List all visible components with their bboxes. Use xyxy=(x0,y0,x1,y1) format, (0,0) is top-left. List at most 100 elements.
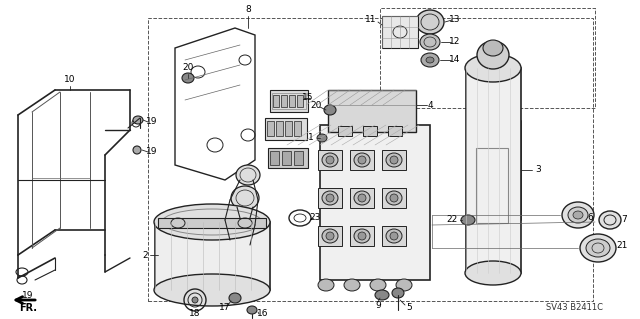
Ellipse shape xyxy=(231,186,259,210)
Ellipse shape xyxy=(465,54,521,82)
Ellipse shape xyxy=(421,53,439,67)
Ellipse shape xyxy=(573,211,583,219)
Bar xyxy=(285,121,292,136)
Bar xyxy=(282,151,291,165)
Ellipse shape xyxy=(229,293,241,303)
Text: 20: 20 xyxy=(182,63,194,72)
Text: 20: 20 xyxy=(310,100,322,109)
Text: 9: 9 xyxy=(375,300,381,309)
Bar xyxy=(294,151,303,165)
Bar xyxy=(466,68,521,273)
Ellipse shape xyxy=(182,73,194,83)
Text: 16: 16 xyxy=(257,309,269,318)
Ellipse shape xyxy=(386,153,402,167)
Ellipse shape xyxy=(386,229,402,243)
Ellipse shape xyxy=(133,116,143,124)
Ellipse shape xyxy=(390,232,398,240)
Bar xyxy=(350,226,374,246)
Bar xyxy=(476,148,508,223)
Ellipse shape xyxy=(375,290,389,300)
Text: 8: 8 xyxy=(245,5,251,14)
Ellipse shape xyxy=(477,41,509,69)
Bar xyxy=(318,226,342,246)
Bar xyxy=(268,148,308,168)
Ellipse shape xyxy=(318,279,334,291)
Bar xyxy=(267,121,274,136)
Bar xyxy=(318,150,342,170)
Ellipse shape xyxy=(322,191,338,205)
Text: 22: 22 xyxy=(447,216,458,225)
Ellipse shape xyxy=(580,234,616,262)
Ellipse shape xyxy=(562,202,594,228)
Bar xyxy=(382,16,418,48)
Text: 18: 18 xyxy=(189,308,201,317)
Bar xyxy=(338,126,352,136)
Ellipse shape xyxy=(344,279,360,291)
Bar xyxy=(382,150,406,170)
Bar xyxy=(328,90,416,132)
Ellipse shape xyxy=(461,215,475,225)
Ellipse shape xyxy=(392,288,404,298)
Ellipse shape xyxy=(483,40,503,56)
Text: 19: 19 xyxy=(22,291,34,300)
Text: 11: 11 xyxy=(365,16,376,25)
Ellipse shape xyxy=(154,204,270,240)
Ellipse shape xyxy=(599,211,621,229)
Ellipse shape xyxy=(326,156,334,164)
Text: 10: 10 xyxy=(64,76,76,85)
Ellipse shape xyxy=(236,165,260,185)
Bar xyxy=(363,126,377,136)
Bar xyxy=(294,121,301,136)
Ellipse shape xyxy=(465,261,521,285)
Bar xyxy=(350,188,374,208)
Bar xyxy=(382,226,406,246)
Text: 23: 23 xyxy=(309,213,321,222)
Bar xyxy=(276,121,283,136)
Ellipse shape xyxy=(322,153,338,167)
Bar xyxy=(281,95,287,107)
Text: 12: 12 xyxy=(449,38,461,47)
Ellipse shape xyxy=(416,10,444,34)
Bar xyxy=(272,93,306,109)
Bar xyxy=(320,125,430,280)
Ellipse shape xyxy=(324,105,336,115)
Bar xyxy=(270,90,308,112)
Text: 19: 19 xyxy=(147,117,157,127)
Bar xyxy=(318,188,342,208)
Ellipse shape xyxy=(370,279,386,291)
Bar xyxy=(265,118,307,140)
Text: 2: 2 xyxy=(142,250,148,259)
Text: 6: 6 xyxy=(587,213,593,222)
Bar xyxy=(382,188,406,208)
Ellipse shape xyxy=(133,146,141,154)
Ellipse shape xyxy=(154,274,270,306)
Ellipse shape xyxy=(358,232,366,240)
Ellipse shape xyxy=(354,191,370,205)
Text: 15: 15 xyxy=(302,93,314,102)
Ellipse shape xyxy=(326,232,334,240)
Text: SV43 B2411C: SV43 B2411C xyxy=(547,303,604,313)
Ellipse shape xyxy=(396,279,412,291)
Bar xyxy=(380,8,595,108)
Text: 7: 7 xyxy=(621,216,627,225)
Bar xyxy=(155,222,270,290)
Text: 17: 17 xyxy=(220,303,231,313)
Ellipse shape xyxy=(568,207,588,223)
Text: 5: 5 xyxy=(406,303,412,313)
Ellipse shape xyxy=(322,229,338,243)
Text: 21: 21 xyxy=(616,241,628,249)
Text: FR.: FR. xyxy=(19,303,37,313)
Text: 13: 13 xyxy=(449,16,461,25)
Ellipse shape xyxy=(326,194,334,202)
Text: 4: 4 xyxy=(427,100,433,109)
Bar xyxy=(270,151,279,165)
Text: 19: 19 xyxy=(147,147,157,157)
Bar xyxy=(388,126,402,136)
Bar xyxy=(148,18,593,301)
Ellipse shape xyxy=(192,297,198,303)
Ellipse shape xyxy=(390,156,398,164)
Ellipse shape xyxy=(426,57,434,63)
Bar xyxy=(297,95,303,107)
Text: 1: 1 xyxy=(308,133,314,143)
Ellipse shape xyxy=(586,239,610,257)
